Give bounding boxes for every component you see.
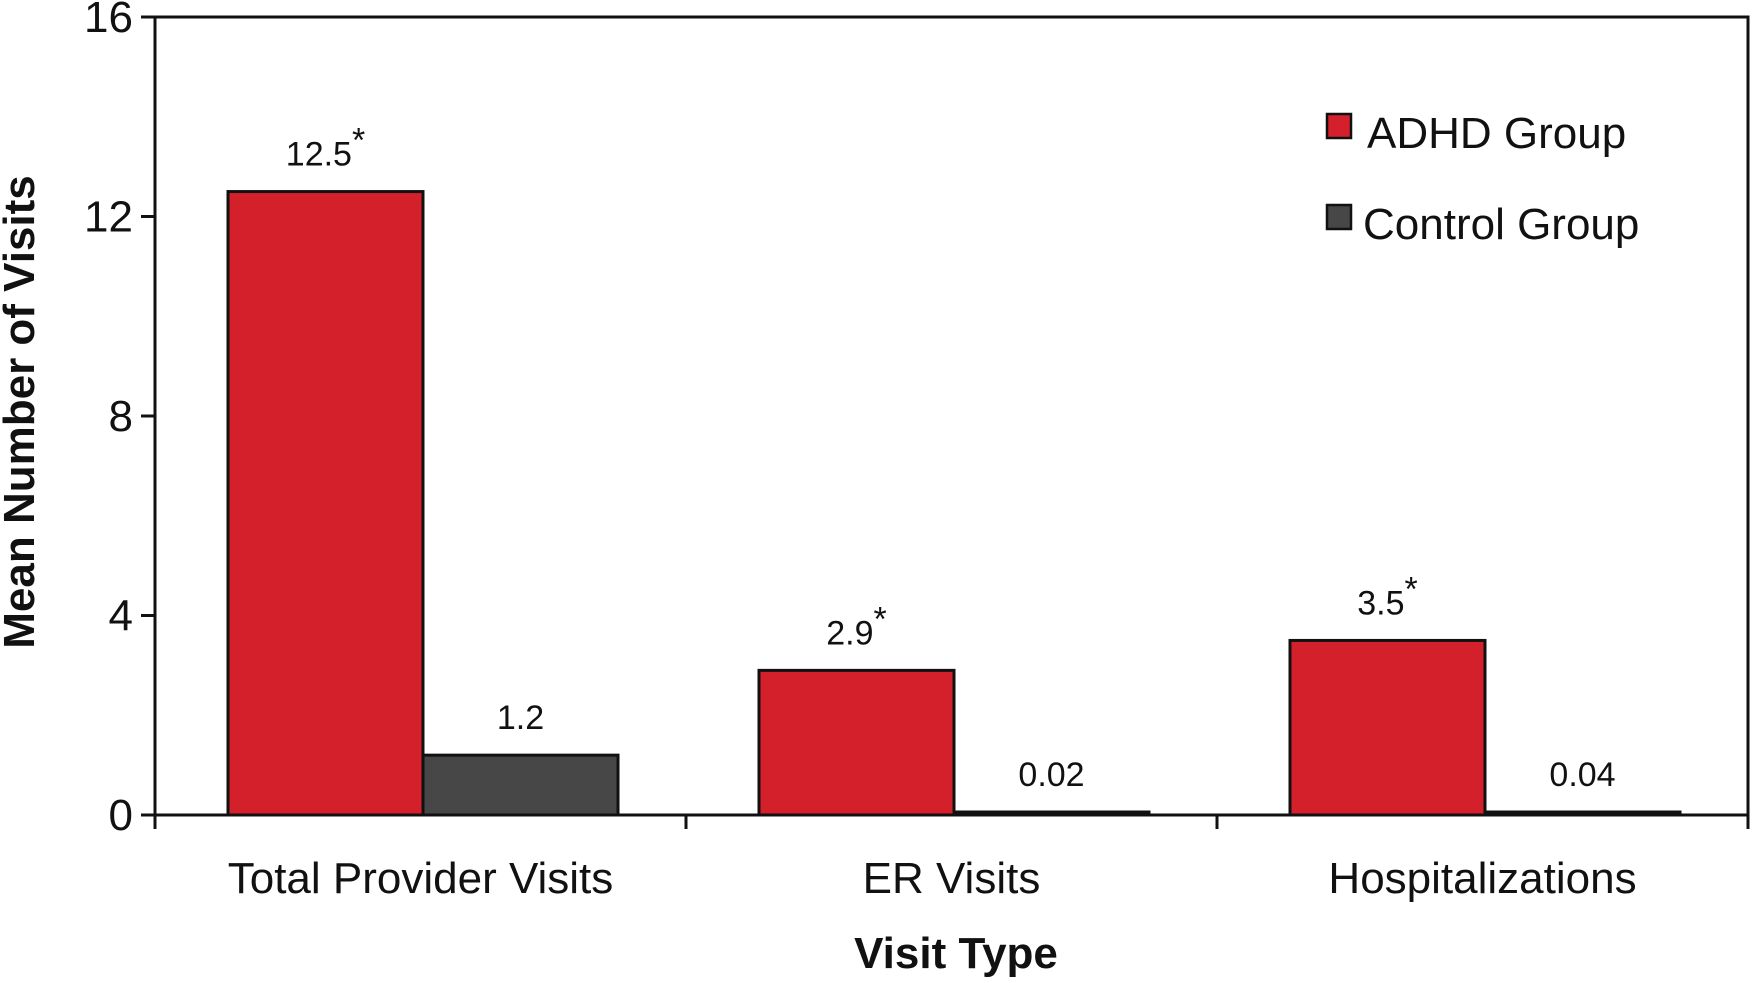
y-tick-label: 12	[84, 193, 133, 242]
data-label-control-2: 0.02	[1018, 756, 1084, 794]
data-label-adhd-1: 12.5*	[286, 122, 365, 174]
legend-label-control: Control Group	[1363, 200, 1639, 249]
bar-control-2	[952, 810, 1151, 817]
bars	[226, 190, 1682, 817]
y-tick-label: 8	[109, 392, 133, 441]
y-tick-label: 4	[109, 592, 133, 641]
bar-control-3	[1483, 810, 1682, 817]
axes: 0 4 8 12 16 Total Provider Visits ER Visits Hos…	[84, 0, 1750, 903]
x-tick-label: Total Provider Visits	[228, 854, 614, 903]
data-label-adhd-3: 3.5*	[1357, 570, 1418, 622]
legend-swatch-adhd	[1325, 112, 1353, 140]
bar-adhd-3	[1288, 638, 1487, 817]
significance-marker: *	[874, 600, 887, 638]
data-label-control-1: 1.2	[497, 699, 544, 737]
data-label-adhd-2: 2.9*	[826, 600, 887, 652]
legend: ADHD Group Control Group	[1325, 109, 1639, 249]
bar-adhd-1	[226, 190, 425, 817]
legend-label-adhd: ADHD Group	[1367, 109, 1626, 158]
bar-adhd-2	[757, 668, 956, 817]
y-tick-label: 0	[109, 791, 133, 840]
bar-control-1	[421, 753, 620, 817]
x-axis-title: Visit Type	[854, 929, 1058, 978]
y-tick-label: 16	[84, 0, 133, 42]
significance-marker: *	[1405, 570, 1418, 608]
x-tick-label: ER Visits	[863, 854, 1041, 903]
significance-marker: *	[352, 122, 365, 160]
x-tick-label: Hospitalizations	[1328, 854, 1636, 903]
legend-swatch-control	[1325, 203, 1353, 231]
y-axis-title: Mean Number of Visits	[0, 175, 44, 649]
data-label-control-3: 0.04	[1549, 756, 1615, 794]
